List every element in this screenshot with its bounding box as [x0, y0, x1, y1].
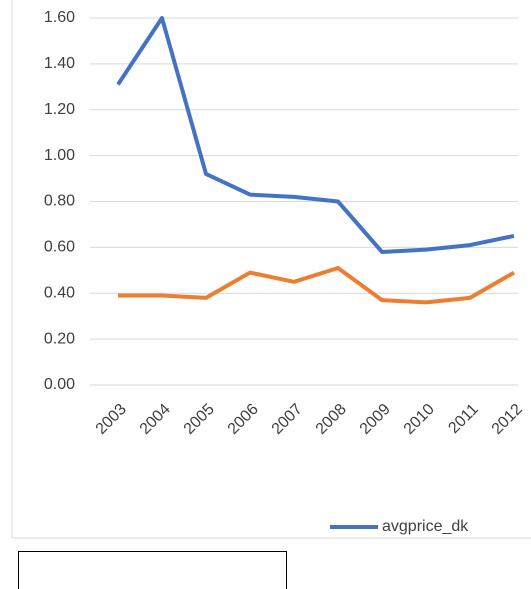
y-tick-label: 0.20: [44, 330, 75, 347]
x-tick-label: 2006: [225, 401, 262, 438]
y-tick-label: 0.80: [44, 193, 75, 210]
y-tick-label: 0.60: [44, 239, 75, 256]
y-tick-label: 1.00: [44, 147, 75, 164]
x-tick-label: 2011: [445, 401, 481, 437]
x-tick-label: 2010: [401, 401, 438, 438]
x-tick-label: 2012: [489, 401, 526, 438]
x-tick-label: 2004: [137, 401, 174, 438]
y-tick-label: 1.20: [44, 101, 75, 118]
legend-label: avgprice_dk: [382, 518, 469, 535]
y-tick-label: 1.60: [44, 9, 75, 26]
y-tick-label: 0.00: [44, 376, 75, 393]
series-line: [118, 266, 515, 305]
y-tick-label: 1.40: [44, 55, 75, 72]
x-tick-label: 2003: [93, 401, 130, 438]
x-tick-label: 2009: [357, 401, 394, 438]
series-line: [116, 16, 515, 254]
x-tick-label: 2007: [269, 401, 306, 438]
x-tick-label: 2005: [181, 401, 218, 438]
empty-box: [18, 551, 287, 589]
x-tick-label: 2008: [313, 401, 350, 438]
y-tick-label: 0.40: [44, 284, 75, 301]
